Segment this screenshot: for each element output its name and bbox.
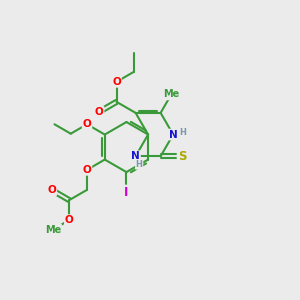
Text: H: H	[179, 128, 186, 137]
Text: Me: Me	[45, 224, 61, 235]
Text: O: O	[95, 107, 103, 117]
Text: Me: Me	[163, 89, 179, 99]
Text: O: O	[82, 119, 91, 129]
Text: O: O	[47, 185, 56, 195]
Text: S: S	[178, 150, 186, 163]
Text: N: N	[169, 130, 178, 140]
Text: I: I	[124, 186, 129, 199]
Text: H: H	[136, 160, 142, 169]
Text: O: O	[112, 77, 121, 87]
Text: O: O	[65, 215, 74, 225]
Text: N: N	[131, 151, 140, 161]
Text: O: O	[82, 165, 91, 175]
